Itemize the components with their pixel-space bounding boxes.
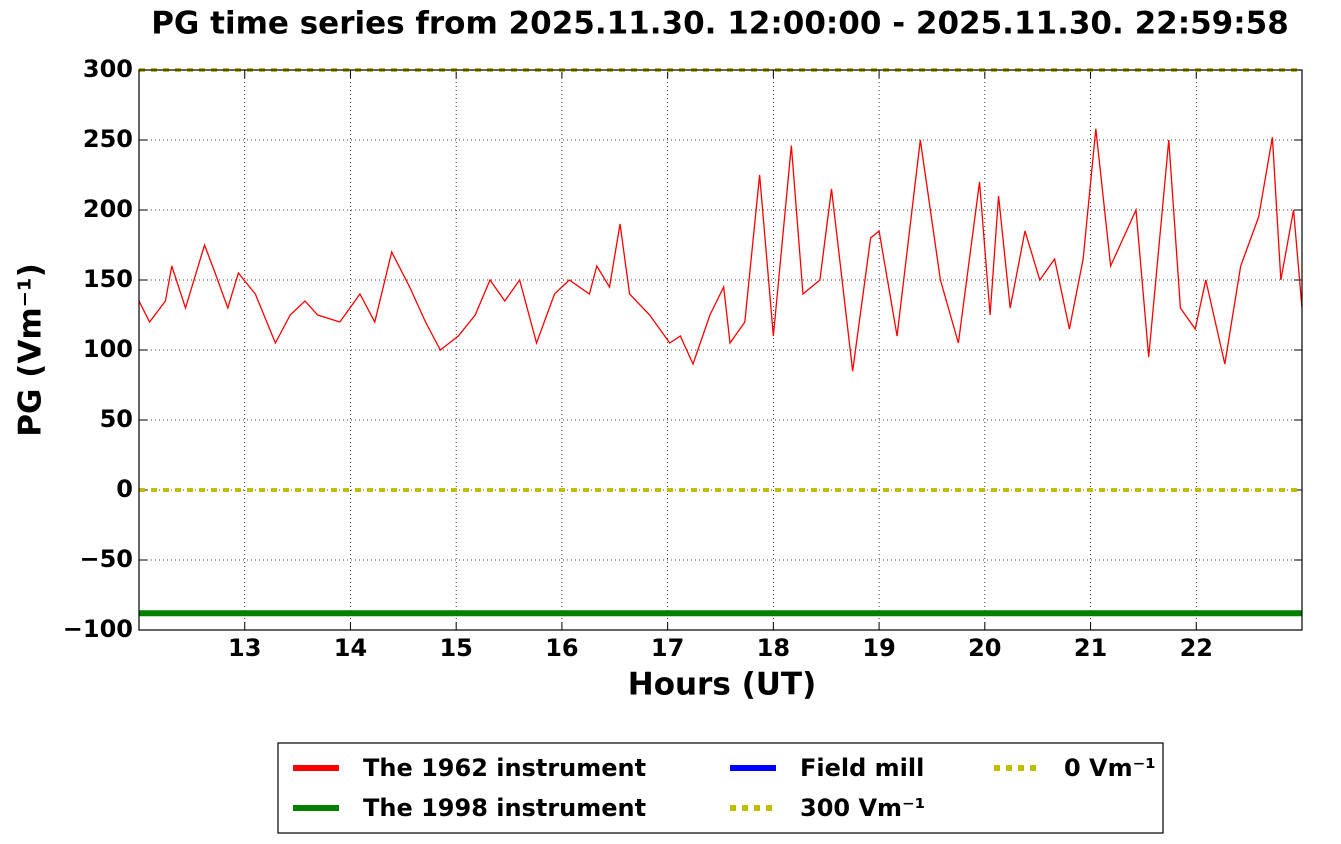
x-tick-label: 14 [334, 634, 367, 662]
x-tick-label: 15 [439, 634, 472, 662]
y-tick-label: 0 [116, 475, 133, 503]
chart-title: PG time series from 2025.11.30. 12:00:00… [151, 6, 1289, 42]
plot-frame [138, 69, 1303, 631]
legend-label: 300 Vm⁻¹ [800, 794, 925, 822]
legend-label: Field mill [800, 754, 924, 782]
legend-label: The 1998 instrument [363, 794, 646, 822]
series-line [139, 128, 1302, 372]
y-tick-label: 300 [83, 55, 133, 83]
x-tick-label: 22 [1180, 634, 1213, 662]
y-tick-label: 100 [83, 335, 133, 363]
x-tick-label: 19 [862, 634, 895, 662]
y-tick-label: 200 [83, 195, 133, 223]
x-tick-label: 17 [651, 634, 684, 662]
y-tick-label: 250 [83, 125, 133, 153]
x-axis-label: Hours (UT) [628, 667, 817, 703]
x-tick-label: 13 [228, 634, 261, 662]
x-tick-label: 21 [1074, 634, 1107, 662]
y-tick-label: −100 [63, 615, 133, 643]
x-tick-label: 18 [757, 634, 790, 662]
y-tick-label: 150 [83, 265, 133, 293]
x-tick-label: 20 [968, 634, 1001, 662]
legend-label: The 1962 instrument [363, 754, 646, 782]
y-tick-label: 50 [100, 405, 133, 433]
legend-label: 0 Vm⁻¹ [1064, 754, 1156, 782]
y-tick-label: −50 [79, 545, 133, 573]
y-axis-label: PG (Vm⁻¹) [13, 263, 49, 437]
x-tick-label: 16 [545, 634, 578, 662]
legend-box [277, 742, 1164, 834]
